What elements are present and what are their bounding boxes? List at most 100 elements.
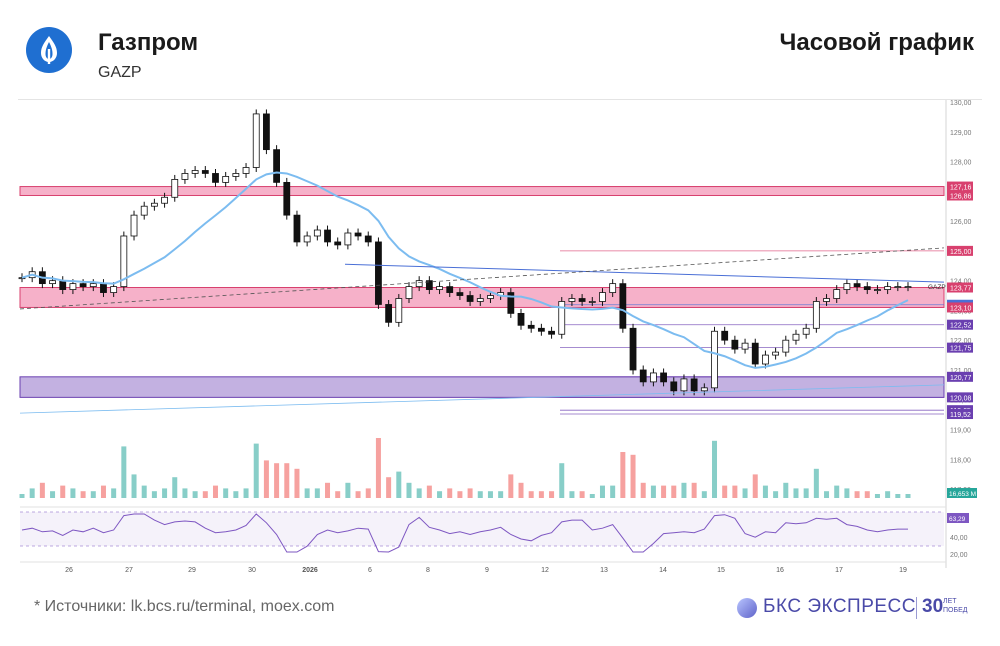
level-badge-9 xyxy=(947,392,973,403)
volume-bar-73 xyxy=(762,485,768,498)
candle-body-36 xyxy=(385,304,393,323)
candle-body-16 xyxy=(181,173,189,180)
candle-body-0 xyxy=(18,277,26,280)
candle-body-28 xyxy=(303,235,311,243)
volume-bar-10 xyxy=(121,446,127,498)
volume-bar-19 xyxy=(212,485,218,498)
x-tick-label-7: 9 xyxy=(485,567,489,574)
candle-body-42 xyxy=(446,286,454,293)
candle-body-40 xyxy=(425,280,433,290)
x-tick-label-2: 29 xyxy=(188,567,196,574)
volume-bar-51 xyxy=(538,491,544,498)
y-tick-label-1: 129,00 xyxy=(950,130,972,137)
candle-body-52 xyxy=(548,330,555,335)
volume-bar-63 xyxy=(661,485,667,498)
volume-bar-13 xyxy=(151,491,157,498)
candle-body-72 xyxy=(751,342,759,365)
volume-bar-14 xyxy=(162,488,168,498)
sources-note: * Источники: lk.bcs.ru/terminal, moex.co… xyxy=(34,598,335,615)
candle-body-15 xyxy=(171,179,179,198)
y-tick-label-6: 124,00 xyxy=(950,279,972,286)
level-label-6: 122,52 xyxy=(950,323,972,330)
company-name: Газпром xyxy=(98,29,199,56)
candle-body-85 xyxy=(884,286,892,290)
x-tick-label-12: 16 xyxy=(776,567,784,574)
candle-body-55 xyxy=(578,298,586,302)
level-badge-2 xyxy=(947,245,973,256)
chart-header: Газпром GAZP Часовой график xyxy=(0,0,1000,100)
candle-body-44 xyxy=(466,295,474,302)
candle-body-37 xyxy=(395,298,403,323)
volume-bar-45 xyxy=(477,491,483,498)
candle-body-77 xyxy=(802,327,810,335)
level-label-8: 120,77 xyxy=(950,375,972,382)
volume-bar-33 xyxy=(355,491,361,498)
candle-body-31 xyxy=(334,241,342,246)
candle-body-12 xyxy=(140,205,148,216)
volume-bar-83 xyxy=(864,491,870,498)
volume-bar-11 xyxy=(131,474,137,498)
level-label-11: 119,52 xyxy=(950,412,971,419)
brand-years-caption: ЛЕТ ПОБЕД xyxy=(943,598,968,614)
candle-body-66 xyxy=(690,378,698,392)
level-label-0: 127,16 xyxy=(950,185,972,192)
volume-bar-21 xyxy=(233,491,239,498)
support-trend-line xyxy=(19,384,945,414)
volume-bar-56 xyxy=(589,494,595,498)
x-tick-label-1: 27 xyxy=(125,567,133,574)
volume-bar-36 xyxy=(386,477,392,498)
rsi-value-label: 63,29 xyxy=(949,516,966,523)
volume-bar-68 xyxy=(712,440,718,498)
volume-bar-31 xyxy=(335,491,341,498)
volume-bar-58 xyxy=(610,485,616,498)
candle-body-33 xyxy=(354,232,362,237)
volume-bar-52 xyxy=(549,491,555,498)
brand-years: 30 xyxy=(922,596,944,617)
volume-label: 16,653 M xyxy=(949,491,976,498)
candle-body-69 xyxy=(721,330,729,341)
candle-body-29 xyxy=(313,229,321,237)
candle-body-58 xyxy=(609,283,617,293)
volume-bar-66 xyxy=(691,482,697,498)
level-label-7: 121,75 xyxy=(950,346,972,353)
candle-body-38 xyxy=(405,286,413,299)
volume-bar-17 xyxy=(192,491,198,498)
volume-bar-29 xyxy=(314,488,320,498)
level-badge-6 xyxy=(947,319,973,330)
candle-body-76 xyxy=(792,333,800,341)
candle-body-24 xyxy=(263,113,270,151)
dashed-trend-line xyxy=(19,247,945,310)
candle-body-13 xyxy=(150,202,158,207)
price-chart: 130,00129,00128,00127,00126,00125,00124,… xyxy=(18,100,977,574)
rsi-tick-label-1: 20,00 xyxy=(950,552,968,559)
volume-bar-50 xyxy=(528,491,534,498)
volume-bar-57 xyxy=(599,485,605,498)
candle-body-8 xyxy=(100,283,107,293)
candle-body-7 xyxy=(89,283,97,288)
candle-body-87 xyxy=(904,286,912,289)
y-tick-label-11: 119,00 xyxy=(950,428,971,435)
candle-body-56 xyxy=(588,301,596,303)
x-tick-label-9: 13 xyxy=(600,567,608,574)
x-tick-label-13: 17 xyxy=(835,567,843,574)
volume-bar-74 xyxy=(773,491,779,498)
volume-bar-76 xyxy=(793,488,799,498)
candle-body-70 xyxy=(731,339,739,350)
candle-body-86 xyxy=(894,286,902,289)
volume-bar-22 xyxy=(243,488,249,498)
x-tick-label-5: 6 xyxy=(368,567,372,574)
volume-bar-48 xyxy=(508,474,514,498)
candle-body-9 xyxy=(110,286,118,293)
candle-body-80 xyxy=(833,289,841,299)
volume-bar-81 xyxy=(844,488,850,498)
candle-body-22 xyxy=(242,167,250,174)
candle-body-32 xyxy=(344,232,352,246)
volume-bar-85 xyxy=(885,491,891,498)
candle-body-84 xyxy=(874,289,881,291)
volume-bar-70 xyxy=(732,485,738,498)
candle-body-61 xyxy=(639,369,647,383)
rsi-value-badge xyxy=(947,513,969,523)
header-divider xyxy=(18,99,982,100)
volume-bar-40 xyxy=(426,485,432,498)
volume-bar-61 xyxy=(640,482,646,498)
